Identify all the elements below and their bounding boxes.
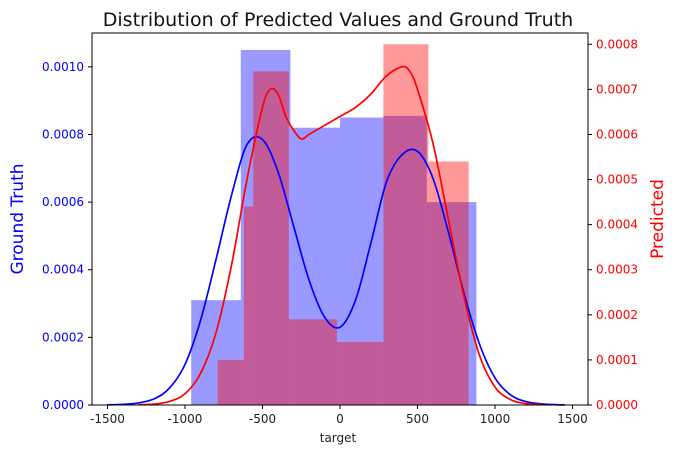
y-tick-label-right: 0.0003	[596, 263, 638, 277]
x-axis-label: target	[320, 431, 357, 445]
y-tick-label-right: 0.0008	[596, 37, 638, 51]
y-tick-label-left: 0.0006	[42, 195, 84, 209]
plot-frame-bg	[92, 33, 588, 405]
chart-title: Distribution of Predicted Values and Gro…	[103, 9, 573, 31]
x-tick-label: -1500	[90, 412, 125, 426]
ground-truth-bar	[340, 117, 384, 405]
ground-truth-bar	[383, 115, 427, 405]
predicted-bar	[253, 71, 289, 405]
y-tick-label-right: 0.0002	[596, 308, 638, 322]
y-axis-left: 0.0000 0.0002 0.0004 0.0006 0.0008 0.0010	[42, 60, 92, 412]
x-tick-label: 1500	[557, 412, 588, 426]
y-tick-label-right: 0.0004	[596, 218, 638, 232]
x-axis: -1500 -1000 -500 0 500 1000 1500	[90, 405, 588, 426]
predicted-bar	[336, 341, 384, 405]
ground-truth-bar	[290, 127, 340, 405]
predicted-kde-line	[138, 65, 542, 406]
y-tick-label-right: 0.0006	[596, 127, 638, 141]
y-tick-label-left: 0.0008	[42, 127, 84, 141]
x-tick-label: -1000	[168, 412, 203, 426]
ground-truth-bar	[191, 300, 241, 405]
x-tick-label: 1000	[480, 412, 511, 426]
ground-truth-bar	[240, 49, 291, 406]
y-tick-label-right: 0.0007	[596, 82, 638, 96]
predicted-bar	[383, 44, 429, 405]
y-tick-label-left: 0.0010	[42, 60, 84, 74]
y-tick-label-right: 0.0005	[596, 173, 638, 187]
predicted-bar	[428, 161, 469, 405]
y-tick-label-left: 0.0004	[42, 263, 84, 277]
y-axis-label-left: Ground Truth	[8, 163, 28, 274]
ground-truth-kde-line	[107, 135, 565, 406]
x-tick-label: 0	[336, 412, 344, 426]
y-axis-right: 0.0000 0.0001 0.0002 0.0003 0.0004 0.0005 0.00…	[588, 37, 638, 412]
plot-area	[91, 32, 589, 406]
predicted-bar	[243, 206, 254, 405]
y-tick-label-right: 0.0000	[596, 398, 638, 412]
y-tick-label-left: 0.0000	[42, 398, 84, 412]
predicted-bar	[288, 319, 337, 405]
x-tick-label: -500	[249, 412, 276, 426]
y-tick-label-left: 0.0002	[42, 330, 84, 344]
x-tick-label: 500	[406, 412, 429, 426]
y-axis-label-right: Predicted	[648, 179, 668, 259]
predicted-bar	[217, 359, 244, 405]
y-tick-label-right: 0.0001	[596, 353, 638, 367]
ground-truth-histogram	[191, 49, 477, 406]
